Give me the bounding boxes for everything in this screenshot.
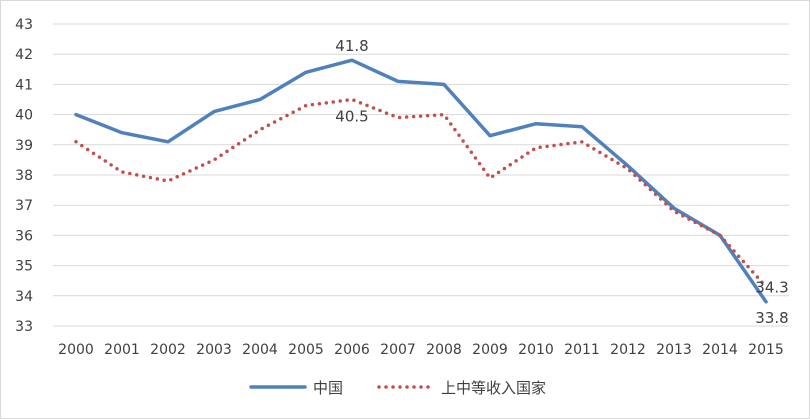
y-tick-label: 41 <box>15 77 33 93</box>
series-line-0 <box>74 58 768 304</box>
x-tick-label: 2015 <box>748 342 784 358</box>
x-tick-label: 2007 <box>380 342 416 358</box>
y-tick-label: 37 <box>15 198 33 214</box>
y-tick-label: 43 <box>15 17 33 33</box>
legend-label: 上中等收入国家 <box>441 379 546 397</box>
x-tick-label: 2012 <box>610 342 646 358</box>
data-label: 40.5 <box>335 108 368 126</box>
y-tick-label: 38 <box>15 168 33 184</box>
legend-label: 中国 <box>313 379 343 397</box>
y-tick-label: 40 <box>15 108 33 124</box>
x-tick-label: 2005 <box>288 342 324 358</box>
y-tick-label: 39 <box>15 138 33 154</box>
data-label: 33.8 <box>755 309 788 327</box>
x-tick-label: 2000 <box>58 342 94 358</box>
x-tick-label: 2002 <box>150 342 186 358</box>
y-tick-label: 36 <box>15 228 33 244</box>
data-label: 34.3 <box>755 279 788 297</box>
x-tick-label: 2003 <box>196 342 232 358</box>
y-tick-label: 33 <box>15 319 33 335</box>
y-tick-label: 42 <box>15 47 33 63</box>
x-tick-label: 2006 <box>334 342 370 358</box>
data-label: 41.8 <box>335 37 368 55</box>
x-tick-label: 2014 <box>702 342 738 358</box>
x-tick-label: 2001 <box>104 342 140 358</box>
y-tick-label: 35 <box>15 259 33 275</box>
x-tick-label: 2010 <box>518 342 554 358</box>
x-tick-label: 2013 <box>656 342 692 358</box>
x-tick-label: 2004 <box>242 342 278 358</box>
y-tick-label: 34 <box>15 289 33 305</box>
x-tick-label: 2008 <box>426 342 462 358</box>
series-line-1 <box>74 97 768 289</box>
x-tick-label: 2011 <box>564 342 600 358</box>
x-tick-label: 2009 <box>472 342 508 358</box>
